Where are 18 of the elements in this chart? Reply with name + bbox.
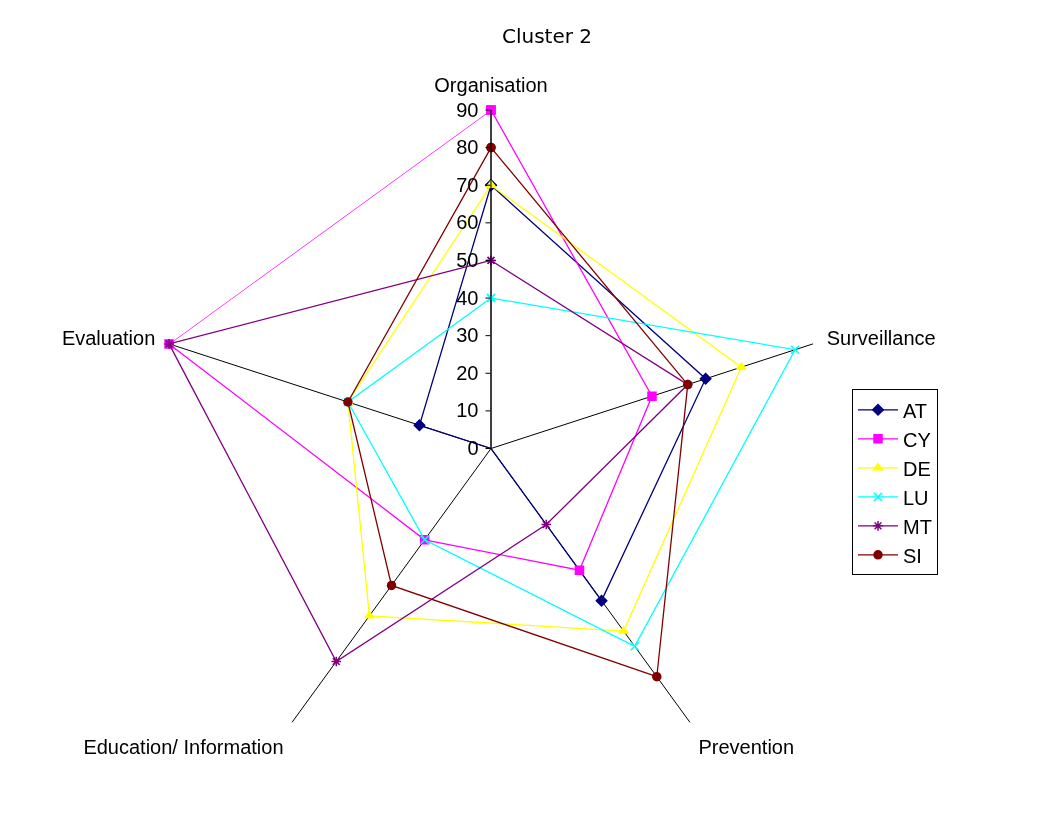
- spoke-label: Education/ Information: [83, 736, 284, 759]
- legend-label: LU: [903, 486, 929, 509]
- spoke-label: Organisation: [434, 73, 548, 96]
- legend-label: AT: [903, 399, 928, 422]
- spoke-label: Evaluation: [61, 326, 156, 349]
- y-tick-label: 10: [456, 399, 479, 422]
- spoke-label: Surveillance: [826, 326, 936, 349]
- legend-label: MT: [903, 515, 932, 538]
- spoke-label: Prevention: [698, 736, 795, 759]
- legend-label: SI: [903, 544, 922, 567]
- y-tick-label: 80: [456, 136, 479, 159]
- y-tick-label: 30: [456, 324, 479, 347]
- legend-label: CY: [903, 428, 931, 451]
- y-tick-label: 20: [456, 361, 479, 384]
- chart-title: Cluster 2: [502, 23, 593, 48]
- y-tick-label: 0: [467, 437, 479, 459]
- y-tick-label: 90: [456, 98, 479, 121]
- legend-label: DE: [903, 457, 931, 480]
